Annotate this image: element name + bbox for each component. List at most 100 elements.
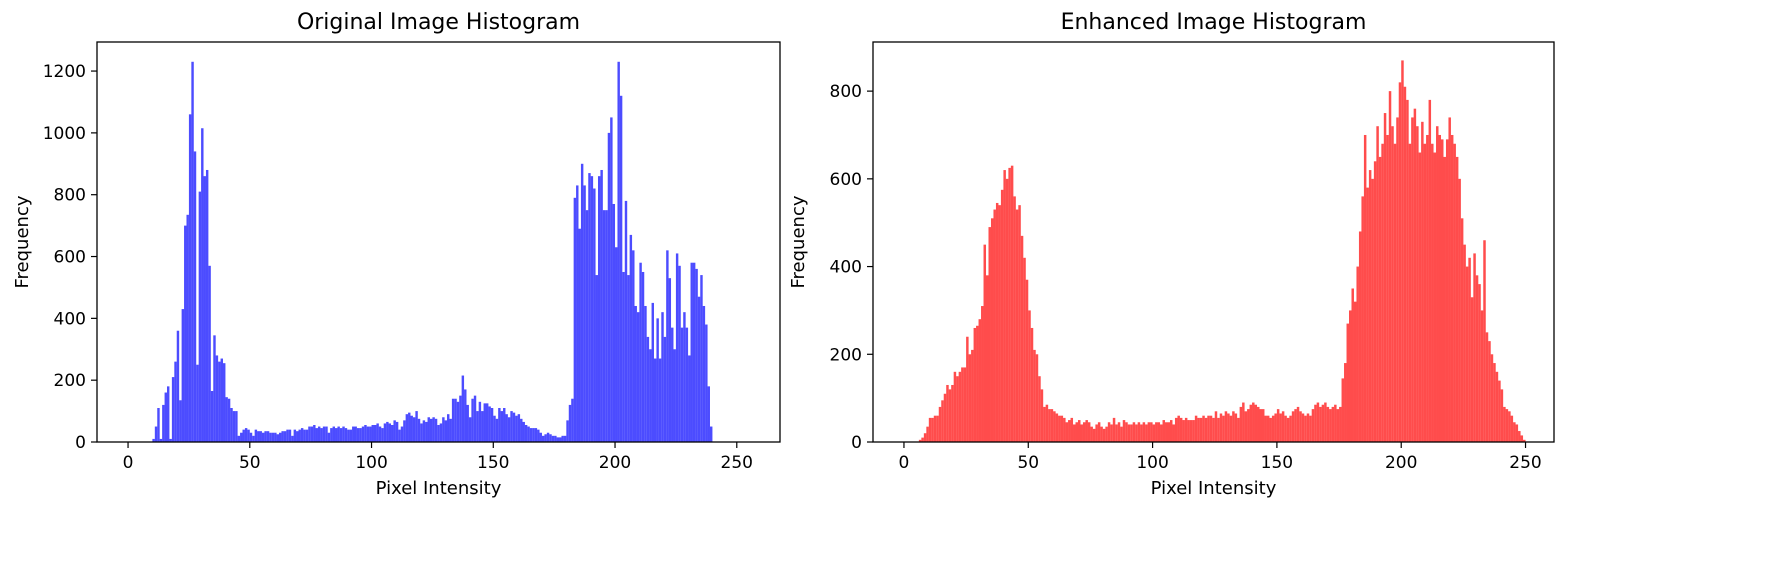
enhanced-histogram-bar [1311, 409, 1315, 442]
enhanced-histogram-bar [1493, 363, 1496, 442]
enhanced-histogram-bar [1470, 297, 1474, 442]
original-histogram-bar [342, 426, 345, 442]
enhanced-histogram-bar [1179, 417, 1183, 442]
enhanced-plot-area-frame [872, 41, 1555, 443]
original-histogram-bar [410, 415, 413, 442]
original-y-tick-label: 0 [75, 433, 86, 453]
original-histogram-bar [710, 426, 713, 442]
original-histogram-bar [383, 423, 387, 442]
original-histogram-bar [330, 428, 333, 442]
original-histogram-bar [415, 411, 418, 442]
original-histogram-bar [673, 349, 676, 442]
original-histogram-bar [225, 397, 228, 442]
enhanced-histogram-bar [1107, 422, 1111, 442]
original-histogram-bar [495, 418, 499, 442]
enhanced-histogram-bar [1279, 413, 1282, 442]
enhanced-histogram-bar [1242, 402, 1245, 442]
original-y-tick-label: 400 [54, 309, 86, 329]
original-y-tick-label: 800 [54, 186, 86, 206]
enhanced-histogram-bar [1127, 424, 1131, 442]
original-histogram-bar [308, 426, 311, 442]
enhanced-histogram-bar [1418, 152, 1422, 442]
original-histogram-bar [425, 421, 428, 442]
original-histogram-bar [249, 432, 253, 442]
enhanced-histogram-bar [1421, 121, 1424, 442]
enhanced-histogram-bar [1331, 406, 1335, 442]
enhanced-histogram-bar [1237, 417, 1240, 442]
enhanced-histogram-bar [1448, 117, 1451, 442]
original-histogram-bar [167, 386, 170, 442]
enhanced-histogram-bar [1080, 424, 1083, 442]
enhanced-histogram-bar [1441, 139, 1444, 442]
enhanced-histogram-bar [1100, 426, 1103, 442]
original-histogram-bar [585, 210, 589, 442]
original-histogram-bar [534, 428, 538, 442]
original-histogram-bar [544, 434, 547, 442]
original-histogram-bar [293, 429, 297, 442]
enhanced-histogram-bar [1232, 411, 1235, 442]
original-histogram-bar [391, 425, 394, 442]
original-y-tick-label: 1200 [43, 62, 86, 82]
enhanced-histogram-bar [1092, 428, 1096, 442]
enhanced-histogram-bar [1398, 82, 1402, 442]
original-x-tick-label: 150 [477, 453, 509, 473]
enhanced-histogram-bar [1182, 420, 1185, 442]
original-histogram-bar [395, 421, 399, 442]
original-histogram-bar [512, 412, 516, 442]
enhanced-histogram-panel: 0 50 100 150 200 250 0 200 400 600 800 Enhanced I… [788, 10, 1555, 499]
original-histogram-bar [181, 309, 185, 442]
original-histogram-bar [237, 435, 241, 442]
enhanced-histogram-bar [1445, 139, 1449, 442]
original-histogram-bar [464, 389, 467, 442]
enhanced-x-tick-label: 100 [1136, 453, 1168, 473]
enhanced-histogram-bar [1264, 415, 1267, 442]
original-histogram-bar [578, 228, 581, 442]
enhanced-histogram-bar [943, 393, 947, 442]
enhanced-histogram-bar [1112, 417, 1116, 442]
enhanced-histogram-bar [1505, 409, 1509, 442]
enhanced-histogram-bar [1388, 91, 1392, 443]
enhanced-histogram-bar [1142, 422, 1146, 442]
original-histogram-bar [447, 414, 450, 442]
original-histogram-bar [605, 210, 608, 442]
enhanced-histogram-bar [973, 327, 977, 442]
original-y-tick-label: 600 [54, 248, 86, 268]
enhanced-x-tick-label: 50 [1017, 453, 1039, 473]
original-histogram-bar [505, 414, 508, 442]
enhanced-histogram-bar [981, 306, 984, 442]
enhanced-histogram-bar [1015, 209, 1019, 442]
original-histogram-bar [442, 417, 445, 442]
enhanced-histogram-bar [968, 354, 972, 442]
original-histogram-bar [218, 361, 221, 442]
original-histogram-bar [325, 426, 328, 442]
original-histogram-bar [349, 429, 353, 442]
original-histogram-bar [274, 432, 277, 442]
enhanced-histogram-bar [1070, 417, 1074, 442]
original-histogram-bar [580, 163, 584, 443]
enhanced-histogram-bar [1294, 409, 1297, 442]
original-histogram-bar [597, 176, 601, 442]
original-histogram-bar [590, 176, 594, 442]
enhanced-histogram-bar [1483, 240, 1486, 442]
original-histogram-bar [359, 428, 362, 442]
original-histogram-bar [366, 426, 370, 442]
enhanced-histogram-bar [1291, 411, 1295, 442]
enhanced-histogram-bar [1013, 196, 1016, 442]
enhanced-histogram-bar [1475, 275, 1479, 442]
enhanced-histogram-bar [998, 205, 1001, 442]
enhanced-histogram-bar [1271, 415, 1275, 442]
original-histogram-bar [437, 425, 440, 442]
enhanced-histogram-bar [976, 325, 979, 442]
enhanced-histogram-bar [1132, 422, 1136, 442]
original-histogram-bar [420, 423, 423, 442]
original-histogram-bar [517, 414, 521, 442]
original-histogram-bar [184, 225, 187, 442]
original-histogram-bar [288, 429, 292, 442]
original-histogram-bar [196, 364, 199, 442]
enhanced-histogram-bar [936, 415, 939, 442]
original-histogram-bar [162, 404, 165, 442]
enhanced-histogram-bar [1063, 417, 1066, 442]
original-x-tick-label: 50 [239, 453, 261, 473]
original-histogram-bar [179, 400, 182, 442]
original-histogram-bar [629, 234, 633, 442]
